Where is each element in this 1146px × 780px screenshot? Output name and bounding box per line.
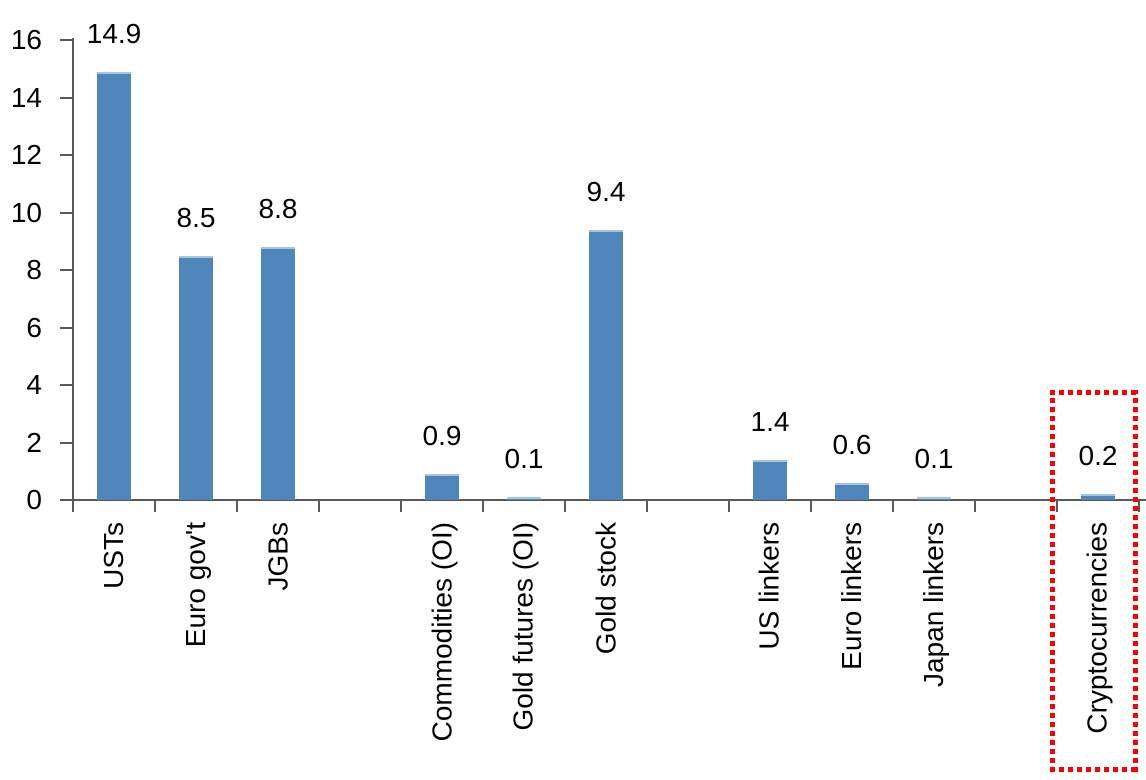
x-tick-mark xyxy=(646,500,648,512)
bar-commodities-oi- xyxy=(425,474,459,500)
x-category-label: Euro linkers xyxy=(836,522,867,670)
y-tick-mark xyxy=(60,96,73,99)
y-tick-label: 6 xyxy=(26,311,42,343)
x-tick-mark xyxy=(400,500,402,512)
cryptocurrencies-highlight-box xyxy=(1050,390,1138,772)
bar-value-label: 1.4 xyxy=(750,405,790,437)
y-tick-label: 2 xyxy=(26,426,42,458)
x-category-label: Japan linkers xyxy=(918,522,949,687)
bar-value-label: 9.4 xyxy=(586,175,626,207)
bar-japan-linkers xyxy=(917,497,951,500)
x-tick-mark xyxy=(236,500,238,512)
y-tick-mark xyxy=(60,39,73,41)
bar-value-label: 0.1 xyxy=(504,443,544,475)
x-category-label: US linkers xyxy=(754,522,785,650)
x-tick-mark xyxy=(728,500,730,512)
bar-value-label: 0.1 xyxy=(914,443,954,475)
x-category-label: JGBs xyxy=(262,522,293,591)
bar-euro-linkers xyxy=(835,482,869,500)
y-tick-label: 4 xyxy=(26,369,42,400)
y-tick-mark xyxy=(60,326,73,329)
y-tick-label: 12 xyxy=(10,139,42,170)
y-tick-label: 10 xyxy=(10,196,42,228)
bar-value-label: 0.6 xyxy=(832,428,872,460)
bar-value-label: 8.8 xyxy=(258,193,298,224)
y-tick-label: 14 xyxy=(10,81,42,113)
x-category-label: Commodities (OI) xyxy=(426,522,457,742)
y-tick-mark xyxy=(60,154,73,156)
bar-value-label: 0.9 xyxy=(422,420,462,452)
x-tick-mark xyxy=(1138,500,1140,512)
y-tick-mark xyxy=(60,269,73,271)
x-tick-mark xyxy=(564,500,566,512)
x-tick-mark xyxy=(892,500,894,512)
x-category-label: Gold stock xyxy=(590,522,621,655)
x-tick-mark xyxy=(974,500,976,512)
bar-gold-stock xyxy=(589,229,623,500)
bar-jgbs xyxy=(261,247,295,500)
y-tick-label: 0 xyxy=(26,484,42,515)
bar-usts xyxy=(97,71,131,500)
x-category-label: Euro gov't xyxy=(180,522,211,648)
x-tick-mark xyxy=(482,500,484,512)
bar-gold-futures-oi- xyxy=(507,497,541,500)
x-axis-line xyxy=(72,499,1146,501)
y-tick-mark xyxy=(60,211,73,214)
bar-value-label: 8.5 xyxy=(176,201,216,233)
x-category-label: USTs xyxy=(98,522,129,589)
y-tick-mark xyxy=(60,441,73,444)
y-tick-mark xyxy=(60,384,73,386)
x-category-label: Gold futures (OI) xyxy=(508,522,539,731)
x-tick-mark xyxy=(810,500,812,512)
y-axis-line xyxy=(72,38,74,512)
y-tick-label: 8 xyxy=(26,254,42,285)
x-tick-mark xyxy=(154,500,156,512)
bar-euro-gov-t xyxy=(179,255,213,500)
bar-value-label: 14.9 xyxy=(86,17,142,49)
x-tick-mark xyxy=(72,500,74,512)
x-tick-mark xyxy=(318,500,320,512)
y-tick-mark xyxy=(60,499,73,501)
bar-us-linkers xyxy=(753,459,787,500)
y-tick-label: 16 xyxy=(10,24,42,55)
